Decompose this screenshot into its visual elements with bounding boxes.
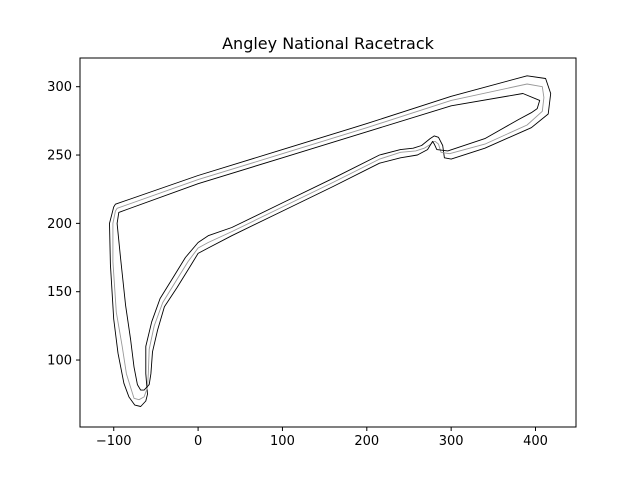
x-tick-label: 0 [194, 434, 202, 449]
x-axis: −100 0 100 200 300 400 [96, 427, 548, 449]
y-tick-label: 300 [47, 80, 72, 95]
x-tick-label: 200 [354, 434, 379, 449]
y-tick-label: 200 [47, 217, 72, 232]
chart-title: Angley National Racetrack [222, 34, 435, 53]
x-tick-label: −100 [96, 434, 132, 449]
axes-frame [79, 57, 577, 428]
x-tick-label: 400 [523, 434, 548, 449]
y-tick-label: 100 [47, 354, 72, 369]
y-tick-label: 250 [47, 149, 72, 164]
y-axis: 100 150 200 250 300 [47, 80, 80, 369]
x-tick-label: 100 [270, 434, 295, 449]
plot-area [109, 75, 552, 407]
series-line-inner-edge [116, 93, 541, 391]
series-line-center-line [112, 83, 545, 401]
y-tick-label: 150 [47, 285, 72, 300]
x-tick-label: 300 [439, 434, 464, 449]
series-line-outer-edge [109, 75, 552, 407]
